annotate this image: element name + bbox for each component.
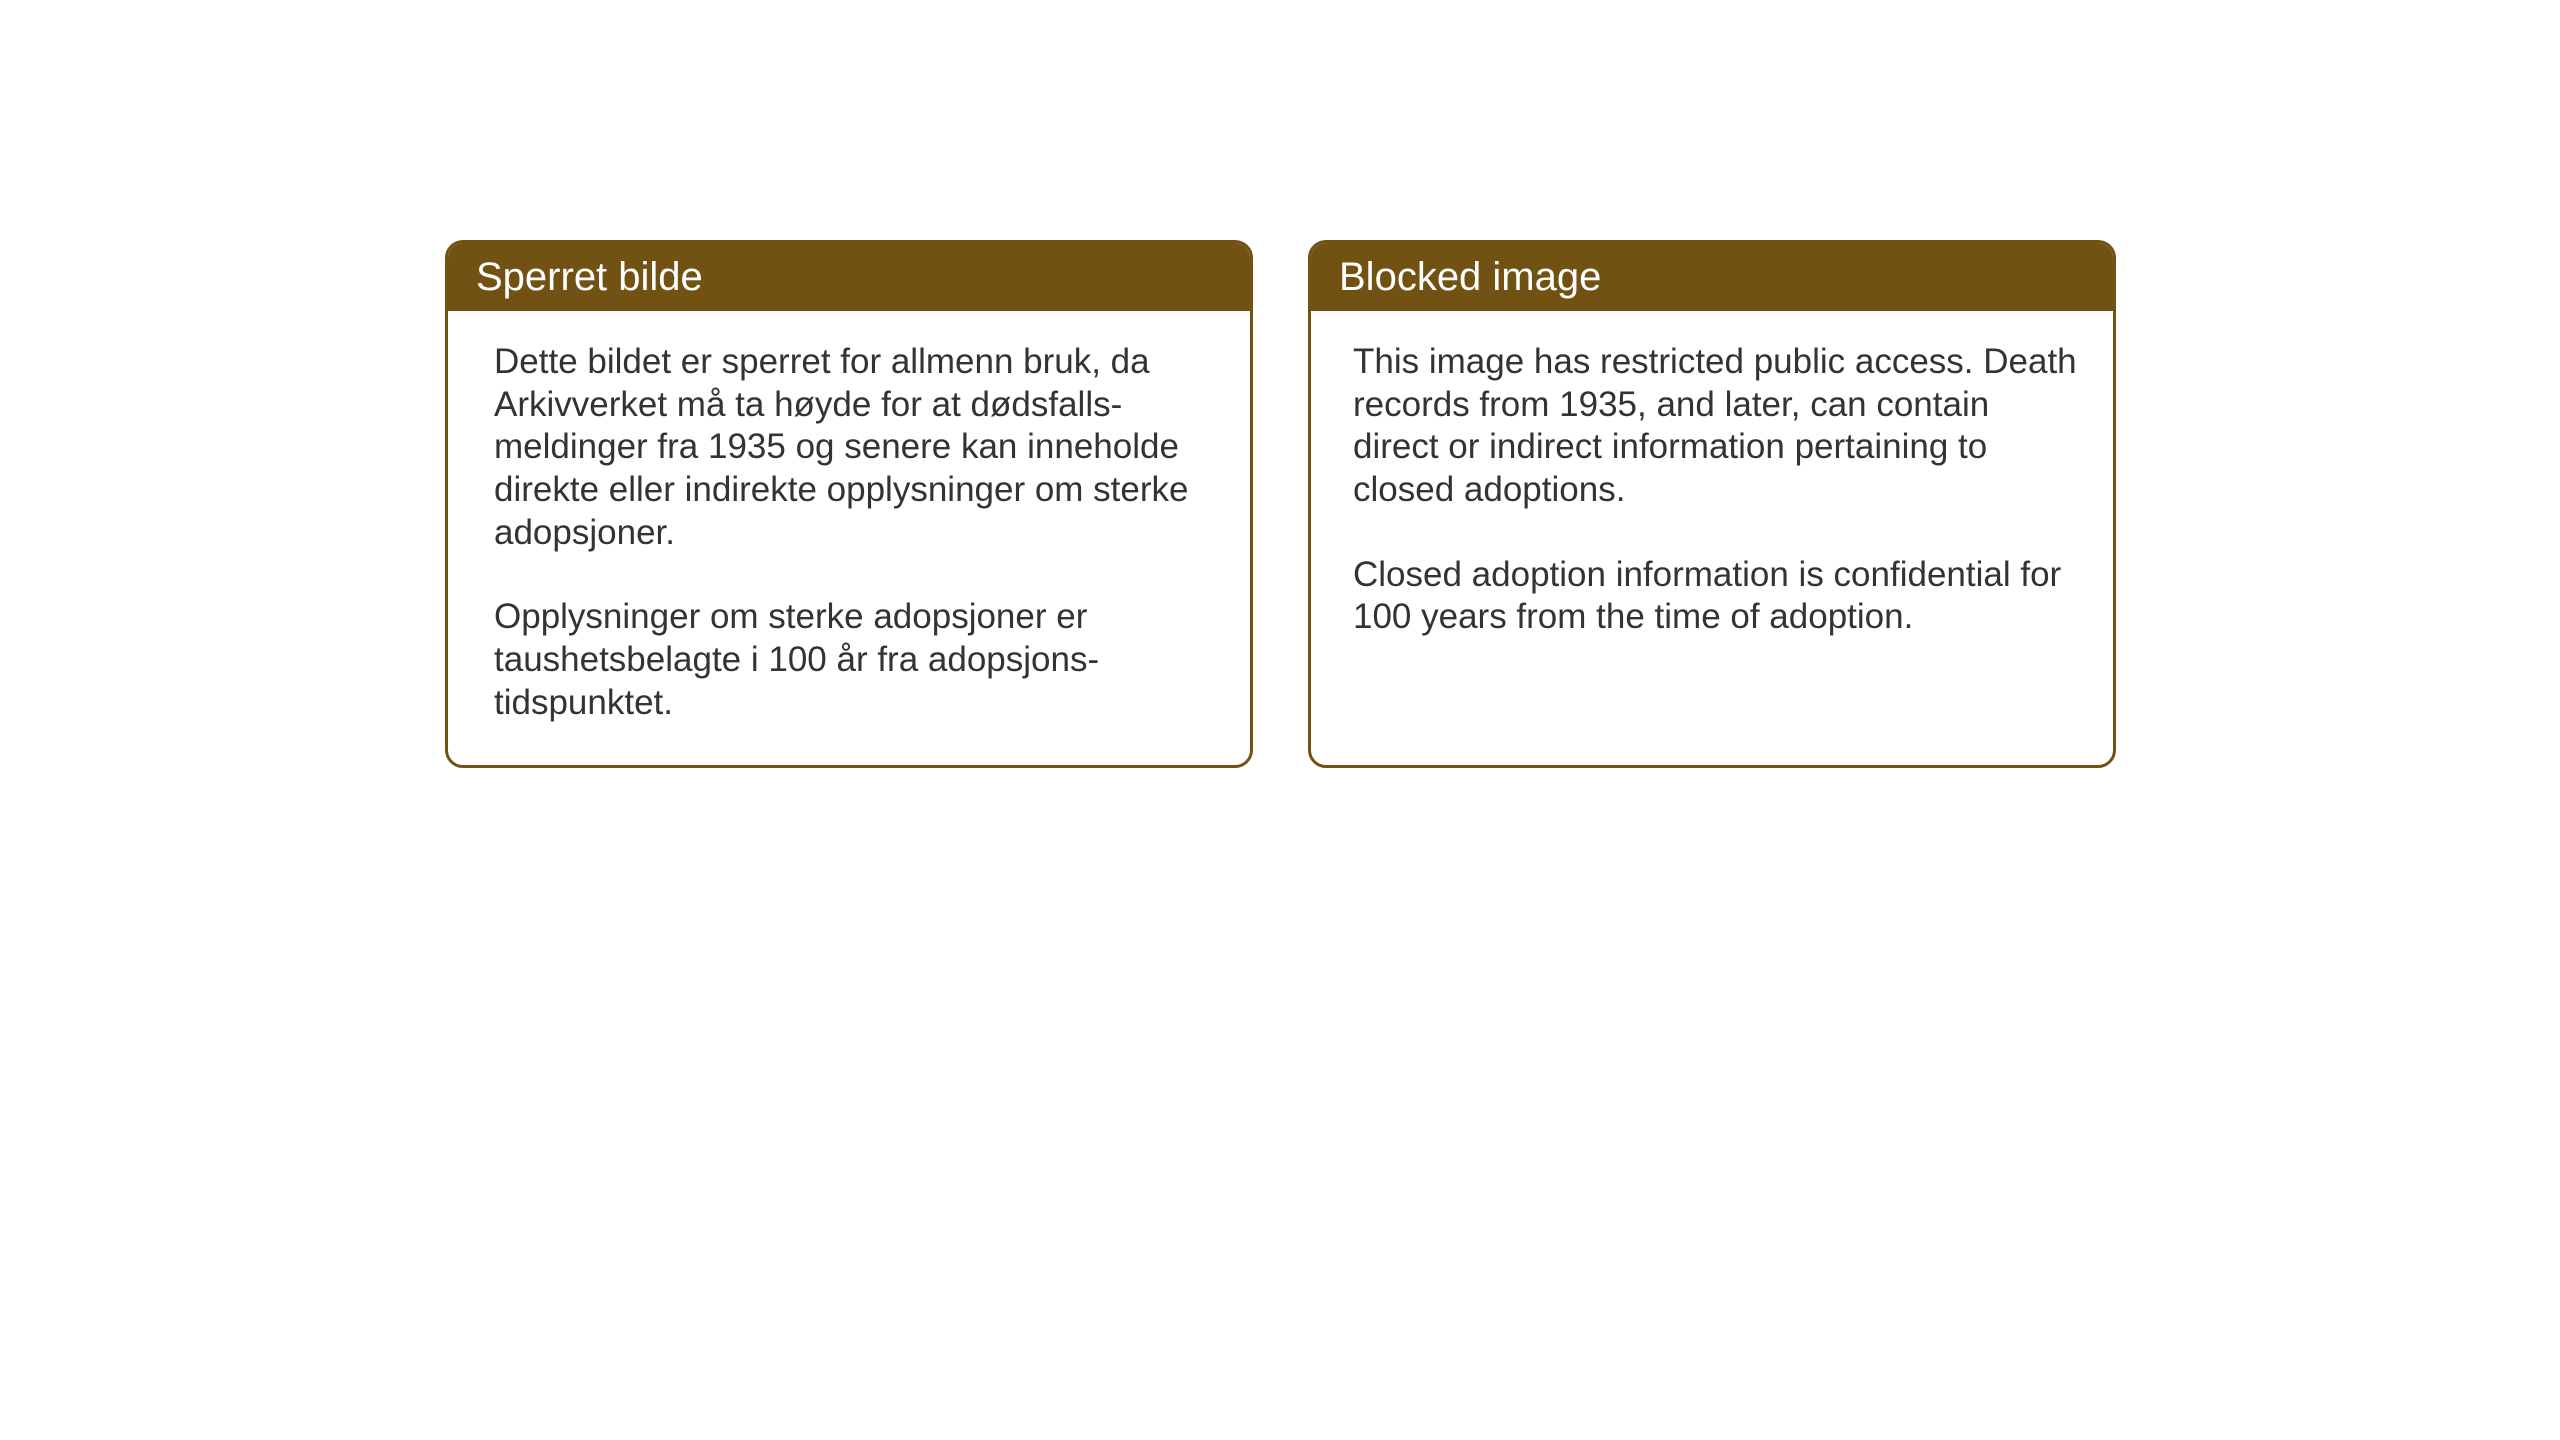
notice-paragraph-1-english: This image has restricted public access.…	[1353, 341, 2077, 512]
notice-paragraph-2-norwegian: Opplysninger om sterke adopsjoner er tau…	[494, 596, 1214, 724]
notice-header-norwegian: Sperret bilde	[448, 243, 1250, 311]
notice-paragraph-1-norwegian: Dette bildet er sperret for allmenn bruk…	[494, 341, 1214, 554]
notice-paragraph-2-english: Closed adoption information is confident…	[1353, 554, 2077, 639]
notice-box-english: Blocked image This image has restricted …	[1308, 240, 2116, 768]
notice-body-norwegian: Dette bildet er sperret for allmenn bruk…	[448, 311, 1250, 765]
notice-box-norwegian: Sperret bilde Dette bildet er sperret fo…	[445, 240, 1253, 768]
notice-header-english: Blocked image	[1311, 243, 2113, 311]
notice-body-english: This image has restricted public access.…	[1311, 311, 2113, 749]
notice-container: Sperret bilde Dette bildet er sperret fo…	[445, 240, 2116, 768]
